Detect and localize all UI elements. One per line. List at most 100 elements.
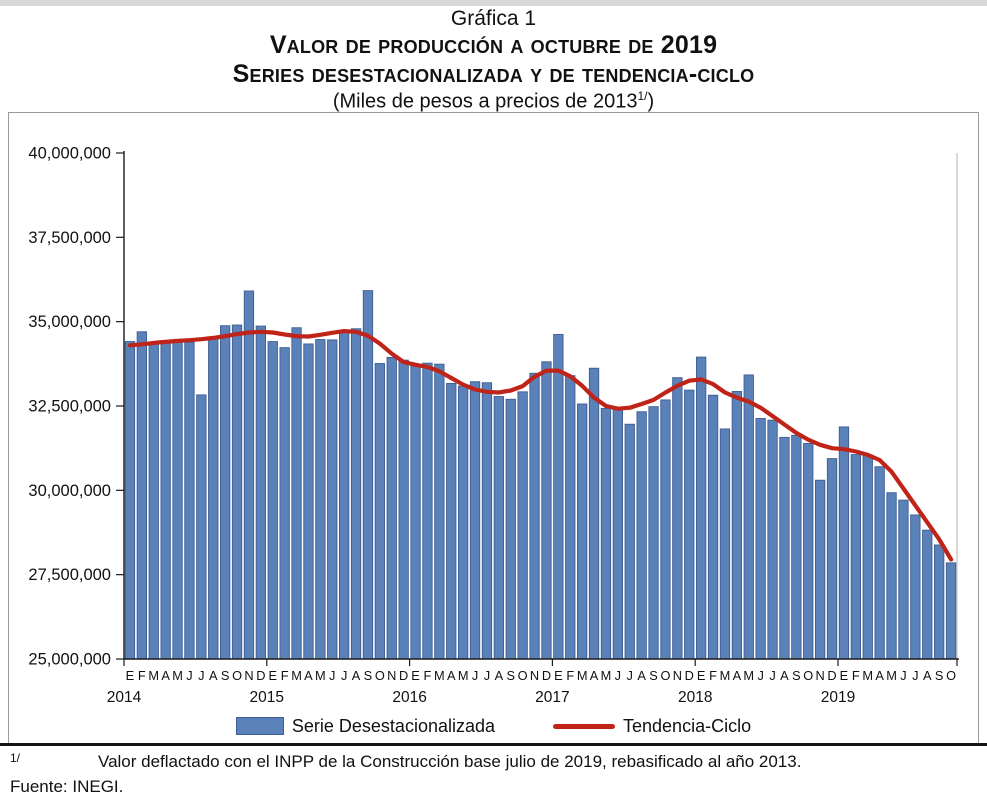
month-label: S <box>792 668 801 683</box>
month-label: J <box>769 668 775 683</box>
month-label: M <box>315 668 326 683</box>
month-label: O <box>946 668 956 683</box>
units-close-paren: ) <box>647 90 655 113</box>
bar <box>386 356 397 660</box>
bar <box>410 364 421 660</box>
bar <box>803 442 814 660</box>
legend-label-tendencia: Tendencia-Ciclo <box>623 715 752 736</box>
bar <box>303 343 314 660</box>
month-label: E <box>554 668 563 683</box>
bar <box>577 403 588 660</box>
month-label: M <box>148 668 159 683</box>
month-label: O <box>232 668 242 683</box>
bar <box>231 324 243 660</box>
bar <box>779 436 790 660</box>
bar <box>624 423 635 660</box>
footnote-text: Valor deflactado con el INPP de la Const… <box>98 752 802 771</box>
month-label: D <box>685 668 694 683</box>
month-label: N <box>673 668 682 683</box>
month-label: N <box>387 668 396 683</box>
bar <box>755 418 766 660</box>
bar <box>767 419 778 660</box>
month-label: M <box>458 668 469 683</box>
bar <box>255 325 266 660</box>
bar <box>196 394 207 660</box>
month-label: D <box>256 668 265 683</box>
title-block: Gráfica 1 Valor de producción a octubre … <box>0 7 987 113</box>
month-label: M <box>743 668 754 683</box>
month-label: M <box>601 668 612 683</box>
bar <box>481 382 493 660</box>
bar <box>648 406 659 660</box>
bar <box>719 428 731 660</box>
bar <box>945 562 957 660</box>
month-label: A <box>590 668 599 683</box>
month-label: J <box>757 668 763 683</box>
month-label: M <box>862 668 873 683</box>
chart-svg: 40,000,000 37,500,000 35,000,000 32,500,000… <box>28 145 959 706</box>
bar <box>172 340 183 660</box>
month-label: N <box>530 668 539 683</box>
month-label: E <box>411 668 420 683</box>
year-label: 2019 <box>821 689 855 706</box>
month-label: J <box>484 668 490 683</box>
bar <box>374 363 385 660</box>
year-label: 2015 <box>250 689 284 706</box>
units-footnote-marker: 1/ <box>637 88 648 103</box>
bar <box>815 479 826 660</box>
bar <box>874 466 885 660</box>
bar <box>279 347 290 660</box>
bar <box>124 341 136 660</box>
footnote-block: 1/ Valor deflactado con el INPP de la Co… <box>10 751 975 797</box>
bar <box>362 290 374 660</box>
bar <box>707 394 719 660</box>
bar <box>791 434 802 660</box>
month-label: S <box>364 668 373 683</box>
bar <box>529 372 540 660</box>
month-label: M <box>720 668 731 683</box>
month-label: A <box>875 668 884 683</box>
bar <box>934 544 945 660</box>
bar <box>553 334 564 660</box>
month-label: O <box>375 668 385 683</box>
year-label: 2017 <box>535 689 569 706</box>
page-title: Valor de producción a octubre de 2019 <box>269 31 718 60</box>
bar <box>826 458 838 660</box>
bar <box>493 396 504 660</box>
month-label: A <box>637 668 646 683</box>
bar <box>910 514 921 660</box>
bar <box>208 337 219 660</box>
units-subtitle: (Miles de pesos a precios de 20131/) <box>0 88 987 114</box>
bar <box>898 499 909 660</box>
month-label: D <box>542 668 551 683</box>
chart-panel: 40,000,000 37,500,000 35,000,000 32,500,000… <box>8 112 979 744</box>
month-label: J <box>198 668 204 683</box>
units-text: (Miles de pesos a precios de 2013 <box>332 90 638 113</box>
bar <box>862 454 873 660</box>
month-label: F <box>281 668 289 683</box>
year-label: 2018 <box>678 689 712 706</box>
month-label: J <box>627 668 633 683</box>
bar <box>541 361 552 660</box>
y-tick-label: 35,000,000 <box>28 313 111 331</box>
month-label: A <box>209 668 218 683</box>
bar <box>660 399 671 660</box>
legend-item-tendencia: Tendencia-Ciclo <box>553 716 751 737</box>
year-label: 2014 <box>107 689 142 706</box>
month-label: J <box>341 668 347 683</box>
bar <box>136 331 147 660</box>
month-label: F <box>138 668 146 683</box>
month-label: E <box>840 668 849 683</box>
bar <box>922 529 933 660</box>
month-label: M <box>434 668 445 683</box>
bar <box>886 492 897 660</box>
month-label: S <box>649 668 658 683</box>
bar <box>588 367 600 660</box>
legend-label-serie: Serie Desestacionalizada <box>291 715 496 736</box>
month-label: A <box>447 668 456 683</box>
month-label: O <box>518 668 528 683</box>
y-tick-label: 40,000,000 <box>28 145 111 163</box>
bar-swatch-icon <box>235 717 284 735</box>
month-label: N <box>244 668 253 683</box>
month-label: F <box>709 668 717 683</box>
